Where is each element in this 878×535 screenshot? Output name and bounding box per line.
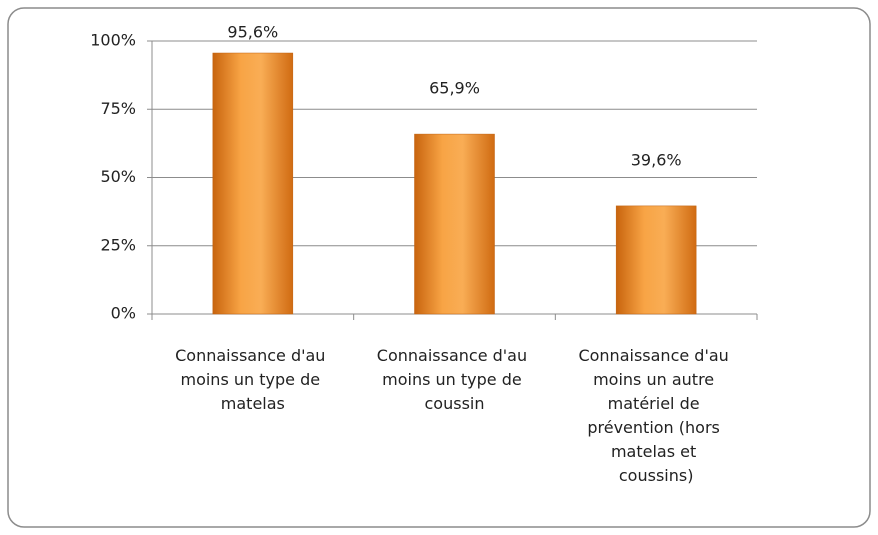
value-label: 39,6% (631, 150, 682, 169)
x-tick-label: Connaissance d'au moins un type de matel… (175, 346, 330, 413)
y-tick-label: 0% (111, 304, 136, 323)
bar (414, 133, 495, 315)
y-tick-label: 75% (100, 99, 136, 118)
y-tick-label: 50% (100, 167, 136, 186)
value-label: 65,9% (429, 79, 480, 98)
bar (615, 205, 697, 315)
y-tick-label: 100% (90, 31, 136, 50)
y-tick-label: 25% (100, 235, 136, 254)
value-label: 95,6% (227, 23, 278, 42)
x-tick-label: Connaissance d'au moins un autre matérie… (578, 346, 733, 485)
x-tick-label: Connaissance d'au moins un type de couss… (377, 346, 532, 413)
bar (212, 52, 294, 315)
